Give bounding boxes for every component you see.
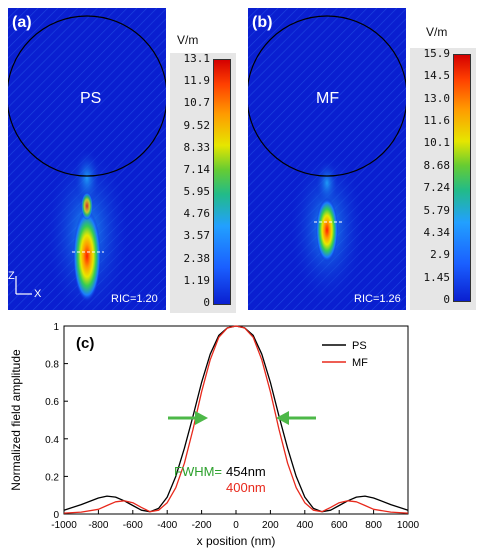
colorbar-b-tick-label: 15.9 — [423, 47, 451, 60]
colorbar-a-tick-label: 9.52 — [183, 118, 211, 132]
colorbar-a-tick-label: 0 — [203, 296, 210, 309]
colorbar-b-tick-label: 7.24 — [423, 181, 451, 195]
field-map-a: (a) PS RIC=1.20 Z X — [8, 8, 166, 310]
panel-a-material-label: PS — [80, 90, 102, 107]
field-map-a-image — [8, 8, 166, 310]
x-tick-label: 200 — [262, 520, 279, 531]
panel-b-material-label: MF — [316, 90, 340, 107]
colorbar-a-tick-label: 13.1 — [183, 52, 211, 65]
colorbar-a-tick-label: 8.33 — [183, 140, 211, 154]
colorbar-b-tick-label: 1.45 — [423, 270, 451, 284]
x-tick-label: 600 — [331, 520, 348, 531]
colorbar-b: 15.9 14.5 13.0 11.6 10.1 8.68 7.24 5.79 4.34 2.9 1… — [410, 47, 476, 310]
panel-a-label: (a) — [12, 14, 32, 31]
panel-b-label: (b) — [252, 14, 273, 31]
colorbar-b-tick-label: 8.68 — [423, 158, 451, 172]
colorbar-a-tick-label: 4.76 — [183, 207, 211, 221]
colorbar-b-gradient — [453, 54, 471, 302]
x-tick-label: -400 — [157, 520, 177, 531]
panel-a-axis-x: X — [34, 288, 42, 300]
colorbar-b-tick-label: 13.0 — [423, 91, 451, 105]
colorbar-b-unit: V/m — [426, 25, 448, 39]
colorbar-b-tick-label: 2.9 — [430, 248, 450, 262]
colorbar-b-tick-label: 11.6 — [423, 114, 451, 128]
x-tick-label: 800 — [365, 520, 382, 531]
colorbar-a: 13.1 11.9 10.7 9.52 8.33 7.14 5.95 4.76 3.57 2.38… — [170, 52, 236, 313]
field-map-b: (b) MF RIC=1.26 — [248, 8, 406, 310]
plot-area — [63, 325, 409, 515]
colorbar-a-tick-label: 11.9 — [183, 74, 211, 88]
fwhm-arrow-left — [168, 411, 208, 425]
fwhm-prefix: FWHM= — [174, 464, 222, 479]
legend: PS MF — [322, 340, 368, 369]
x-tick-label: -200 — [192, 520, 212, 531]
fwhm-arrow-right — [276, 411, 316, 425]
x-tick-label: -1000 — [51, 520, 77, 531]
colorbar-b-tick-label: 4.34 — [423, 225, 451, 239]
colorbar-b-tick-label: 5.79 — [423, 203, 451, 217]
y-tick-label: 0.4 — [45, 435, 59, 446]
legend-label-mf: MF — [352, 357, 368, 369]
colorbar-a-gradient — [213, 59, 231, 305]
y-tick-label: 0 — [53, 510, 59, 521]
colorbar-a-tick-label: 3.57 — [183, 229, 211, 243]
field-map-b-image — [248, 8, 406, 310]
legend-label-ps: PS — [352, 340, 367, 352]
colorbar-a-tick-label: 7.14 — [183, 162, 211, 176]
panel-c-label: (c) — [76, 335, 94, 352]
y-axis-label: Normalized field amplitude — [9, 349, 23, 491]
panel-b-ric-label: RIC=1.26 — [354, 293, 401, 305]
x-tick-label: 0 — [233, 520, 239, 531]
fwhm-mf-value: 400nm — [226, 480, 266, 495]
colorbar-b-tick-label: 14.5 — [423, 69, 451, 83]
x-tick-label: -600 — [123, 520, 143, 531]
colorbar-b-tick-label: 10.1 — [423, 136, 451, 150]
colorbar-a-tick-label: 5.95 — [183, 185, 211, 199]
panel-a-ric-label: RIC=1.20 — [111, 293, 158, 305]
y-tick-label: 0.2 — [45, 472, 59, 483]
x-tick-label: 400 — [296, 520, 313, 531]
line-chart: -1000 -800 -600 -400 -200 0 200 400 600 800 1000 0 0… — [9, 322, 420, 548]
colorbar-a-tick-label: 1.19 — [183, 273, 211, 287]
x-axis-label: x position (nm) — [197, 534, 276, 548]
colorbar-a-tick-label: 2.38 — [183, 251, 211, 265]
colorbar-b-tick-label: 0 — [443, 293, 450, 306]
y-tick-label: 0.8 — [45, 360, 59, 371]
series-line-mf — [63, 325, 409, 514]
y-tick-label: 0.6 — [45, 397, 59, 408]
x-tick-label: 1000 — [397, 520, 420, 531]
colorbar-a-tick-label: 10.7 — [183, 96, 211, 110]
colorbar-a-unit: V/m — [177, 33, 199, 47]
fwhm-ps-value: 454nm — [226, 464, 266, 479]
panel-a-axis-z: Z — [8, 270, 15, 282]
x-tick-label: -800 — [88, 520, 108, 531]
y-tick-label: 1 — [53, 322, 59, 333]
